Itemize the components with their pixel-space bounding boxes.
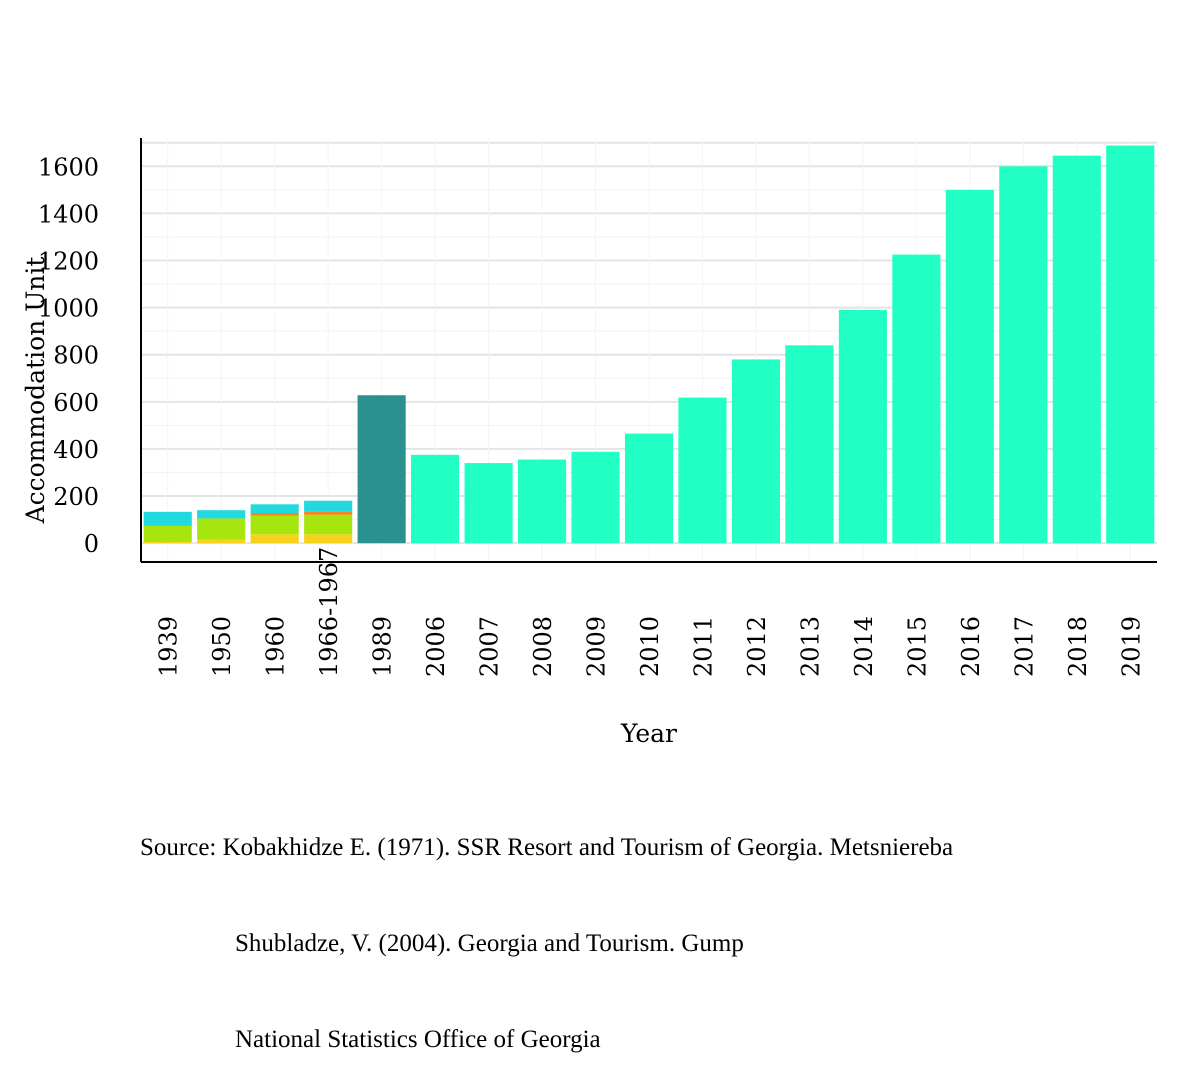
bar-chart-svg: 0 200 400 600 800 1000 1200 1400 1600 1939 1950 196… xyxy=(21,138,1157,748)
bar-segment xyxy=(197,510,246,519)
source-note: Source: Kobakhidze E. (1971). SSR Resort… xyxy=(140,768,953,1088)
bar-segment xyxy=(892,254,941,544)
x-tick-label: 1950 xyxy=(208,616,236,677)
bar-segment xyxy=(1106,145,1155,544)
y-axis-title: Accommodation Unit xyxy=(21,257,50,525)
bar-segment xyxy=(945,189,994,544)
bar-segment xyxy=(304,514,353,535)
y-tick-label: 800 xyxy=(53,342,99,370)
x-axis-title: Year xyxy=(620,719,677,748)
x-tick-label: 2013 xyxy=(796,616,824,677)
bar-segment xyxy=(304,534,353,544)
y-tick-label: 200 xyxy=(53,483,99,511)
chart: 0 200 400 600 800 1000 1200 1400 1600 1939 1950 196… xyxy=(21,138,1157,748)
bar-segment xyxy=(517,459,567,544)
x-tick-label: 2011 xyxy=(689,616,717,677)
y-tick-label: 1600 xyxy=(38,153,99,181)
y-tick-label: 400 xyxy=(53,436,99,464)
bar-segment xyxy=(197,518,246,540)
x-tick-label: 2010 xyxy=(636,616,664,677)
bar-segment xyxy=(250,513,299,516)
bar-segment xyxy=(143,525,192,542)
x-tick-label: 2017 xyxy=(1010,616,1038,677)
bar-segment xyxy=(143,511,192,526)
x-tick-label: 2014 xyxy=(850,616,878,677)
bar-segment xyxy=(304,511,353,515)
y-tick-label: 600 xyxy=(53,389,99,417)
bar-segment xyxy=(464,463,513,544)
bar-segment xyxy=(678,397,727,544)
y-tick-label: 0 xyxy=(84,530,99,558)
x-tick-label: 1939 xyxy=(155,616,183,677)
bar-segment xyxy=(250,504,299,514)
x-tick-label: 2018 xyxy=(1064,616,1092,677)
bar-segment xyxy=(357,395,406,544)
source-line-2: Shubladze, V. (2004). Georgia and Touris… xyxy=(235,930,744,957)
bar-segment xyxy=(624,433,674,544)
source-line-1: Source: Kobakhidze E. (1971). SSR Resort… xyxy=(140,834,954,861)
x-tick-label: 2019 xyxy=(1117,616,1145,677)
bar-segment xyxy=(1052,155,1101,544)
x-tick-label: 1960 xyxy=(262,616,290,677)
x-tick-label: 1966-1967 xyxy=(315,547,343,677)
y-tick-label: 1000 xyxy=(38,295,99,323)
bar-segment xyxy=(197,539,246,544)
x-tick-label: 2008 xyxy=(529,616,557,677)
bar-segment xyxy=(571,451,620,544)
bar-segment xyxy=(250,534,299,544)
x-tick-label: 2016 xyxy=(957,616,985,677)
bar-segment xyxy=(731,359,781,544)
x-tick-label: 1989 xyxy=(369,616,397,677)
bar-segment xyxy=(785,345,834,544)
x-tick-label: 2007 xyxy=(476,616,504,677)
x-tick-label: 2015 xyxy=(903,616,931,677)
bar-segment xyxy=(143,541,192,544)
source-line-3: National Statistics Office of Georgia xyxy=(235,1026,601,1053)
bar-segment xyxy=(999,166,1048,544)
bar-segment xyxy=(411,454,460,544)
x-tick-label: 2012 xyxy=(743,616,771,677)
bar-segment xyxy=(838,309,887,544)
bar-segment xyxy=(304,500,353,512)
y-tick-label: 1400 xyxy=(38,200,99,228)
x-tick-label: 2009 xyxy=(583,616,611,677)
y-tick-label: 1200 xyxy=(38,247,99,275)
x-tick-label: 2006 xyxy=(422,616,450,677)
bar-segment xyxy=(250,515,299,535)
